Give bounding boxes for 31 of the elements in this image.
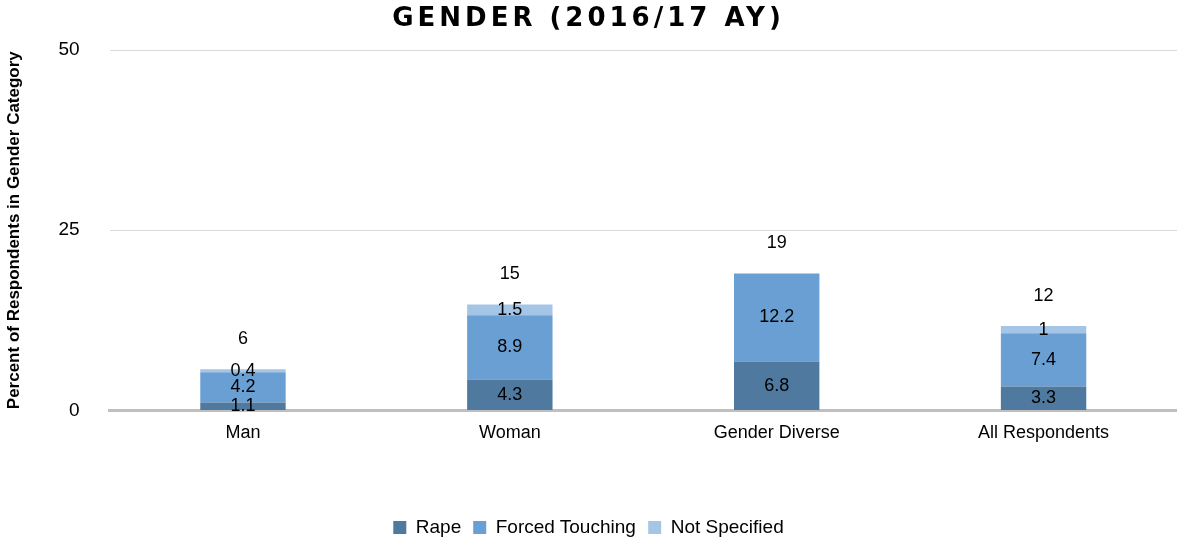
bar — [1000, 386, 1087, 410]
x-tick-label: All Respondents — [978, 422, 1110, 443]
x-tick-label: Gender Diverse — [713, 422, 840, 443]
legend-label: Rape — [415, 515, 462, 537]
data-label: 7.4 — [1031, 348, 1057, 369]
x-tick-label: Man — [225, 422, 261, 443]
data-label: 4.3 — [497, 383, 523, 404]
y-axis-title: Percent of Respondents in Gender Category — [3, 50, 23, 410]
y-tick-label: 50 — [58, 38, 80, 60]
data-label: 3.3 — [1031, 387, 1057, 408]
total-label: 6 — [237, 328, 248, 349]
chart-title: GENDER (2016/17 AY) — [391, 2, 786, 32]
total-label: 15 — [499, 263, 520, 284]
data-label: 6.8 — [764, 374, 790, 395]
data-label: 8.9 — [497, 336, 523, 357]
bar — [467, 379, 553, 410]
x-tick-label: Woman — [478, 422, 541, 443]
bar — [734, 273, 820, 362]
total-label: 12 — [1033, 285, 1054, 306]
bar — [467, 304, 553, 316]
bar — [467, 315, 553, 380]
legend-label: Not Specified — [670, 515, 784, 537]
bar — [734, 361, 820, 410]
data-label: 1.5 — [497, 298, 523, 319]
y-tick-label: 25 — [58, 218, 80, 240]
total-label: 19 — [766, 232, 787, 253]
data-label: 1 — [1038, 318, 1049, 339]
data-label: 12.2 — [759, 306, 795, 327]
legend-label: Forced Touching — [495, 515, 636, 537]
y-tick-label: 0 — [68, 398, 80, 420]
bar — [1000, 333, 1087, 387]
